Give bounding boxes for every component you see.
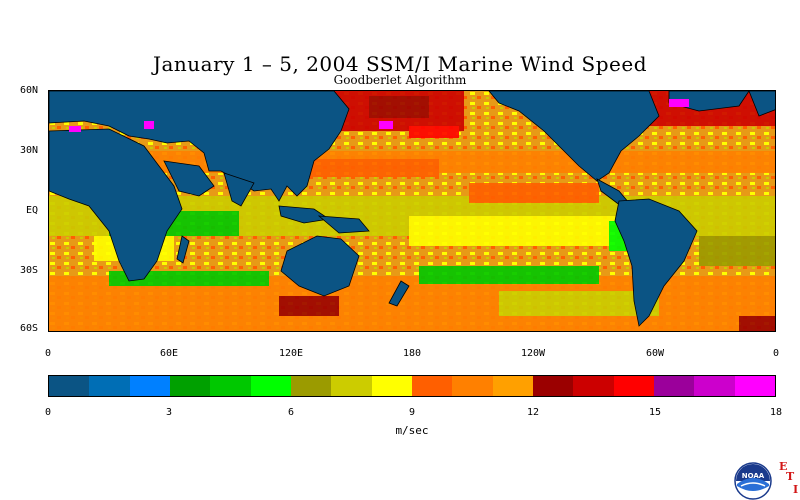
colorbar-swatch-8 bbox=[371, 376, 412, 396]
colorbar-tick-6: 6 bbox=[287, 407, 295, 418]
colorbar-swatch-7 bbox=[331, 376, 372, 396]
colorbar-swatch-12 bbox=[532, 376, 574, 396]
land-india bbox=[223, 172, 255, 207]
eti-letter-i: I bbox=[793, 483, 799, 496]
high-wind-patches bbox=[69, 99, 689, 132]
colorbar-swatch-3 bbox=[169, 376, 211, 396]
lon-label-60e: 60E bbox=[159, 348, 179, 359]
colorbar-tick-18: 18 bbox=[769, 407, 783, 418]
colorbar-swatch-2 bbox=[129, 376, 170, 396]
colorbar-swatch-9 bbox=[411, 376, 453, 396]
colorbar-tick-3: 3 bbox=[165, 407, 173, 418]
land-new-zealand bbox=[388, 280, 410, 307]
lon-label-120e: 120E bbox=[278, 348, 304, 359]
land-indonesia bbox=[278, 205, 331, 224]
colorbar-swatch-5 bbox=[250, 376, 291, 396]
colorbar-swatch-0 bbox=[49, 376, 90, 396]
noaa-logo: NOAA bbox=[734, 462, 772, 500]
land-arabia bbox=[163, 160, 215, 197]
map-subtitle: Goodberlet Algorithm bbox=[333, 73, 467, 87]
colorbar-swatch-4 bbox=[210, 376, 251, 396]
noaa-logo-text: NOAA bbox=[742, 472, 765, 480]
colorbar-tick-15: 15 bbox=[648, 407, 662, 418]
lon-label-120w: 120W bbox=[520, 348, 546, 359]
lat-label-60s: 60S bbox=[19, 323, 38, 334]
wind-speed-colorbar bbox=[48, 375, 776, 397]
colorbar-unit-label: m/sec bbox=[395, 424, 429, 437]
colorbar-swatch-11 bbox=[492, 376, 533, 396]
lat-label-eq: EQ bbox=[25, 205, 38, 216]
lat-label-30n: 30N bbox=[19, 145, 38, 156]
colorbar-swatch-1 bbox=[89, 376, 130, 396]
colorbar-tick-12: 12 bbox=[526, 407, 540, 418]
lat-label-30s: 30S bbox=[19, 265, 38, 276]
colorbar-tick-9: 9 bbox=[408, 407, 416, 418]
colorbar-swatch-14 bbox=[613, 376, 654, 396]
land-africa bbox=[49, 128, 183, 282]
colorbar-swatch-16 bbox=[694, 376, 735, 396]
eti-letter-e: E bbox=[779, 460, 788, 473]
lat-label-60n: 60N bbox=[19, 85, 38, 96]
lon-label-60w: 60W bbox=[645, 348, 665, 359]
land-masses bbox=[49, 91, 775, 327]
land-australia bbox=[280, 235, 360, 297]
colorbar-swatch-13 bbox=[573, 376, 614, 396]
colorbar-swatch-6 bbox=[290, 376, 332, 396]
eti-letter-t: T bbox=[786, 470, 795, 483]
wind-speed-map bbox=[48, 90, 776, 332]
colorbar-swatch-15 bbox=[653, 376, 695, 396]
colorbar-swatch-17 bbox=[734, 376, 775, 396]
lon-label-0-end: 0 bbox=[772, 348, 780, 359]
lon-label-0: 0 bbox=[44, 348, 52, 359]
land-south-america bbox=[614, 198, 698, 327]
colorbar-swatch-10 bbox=[452, 376, 493, 396]
colorbar-tick-0: 0 bbox=[44, 407, 52, 418]
map-title: January 1 – 5, 2004 SSM/I Marine Wind Sp… bbox=[152, 52, 648, 76]
land-madagascar bbox=[176, 235, 190, 264]
land-north-america bbox=[488, 91, 660, 182]
lon-label-180: 180 bbox=[402, 348, 422, 359]
